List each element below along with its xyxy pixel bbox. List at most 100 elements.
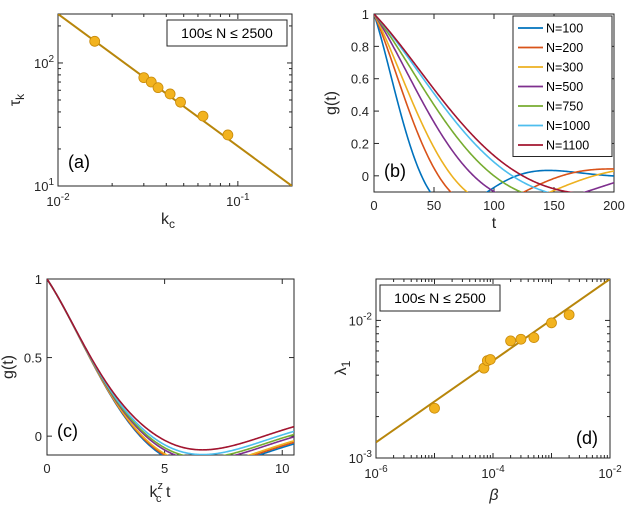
panel-d-xtick-label: 10-2: [598, 464, 622, 481]
panel-d-data-point: [484, 354, 496, 365]
panel-b-legend-label: N=300: [546, 61, 583, 75]
panel-b-xtick-label: 150: [543, 198, 565, 213]
panel-d-data: [376, 279, 610, 444]
panel-b-series-line: [374, 14, 614, 192]
panel-a-ytick-label: 101: [34, 177, 54, 194]
panel-a-xtick-label-base: 10: [46, 194, 60, 209]
panel-d-data-point: [563, 309, 575, 321]
panel-b-xtick-label: 200: [603, 198, 625, 213]
panel-c-xlabel-sup: z: [158, 480, 164, 492]
panel-b-label: (b): [384, 161, 406, 181]
panel-b-legend-label: N=750: [546, 100, 583, 114]
panel-a-xtick-label-exp: -1: [241, 192, 250, 203]
panel-b-xtick-label: 100: [483, 198, 505, 213]
panel-c-series-line: [47, 279, 294, 451]
panel-b-legend-label: N=100: [546, 22, 583, 36]
panel-a-data-point: [152, 82, 164, 94]
panel-a-data-point: [197, 110, 209, 122]
panel-a-data-point: [164, 88, 176, 100]
panel-b-legend-label: N=1000: [546, 119, 590, 133]
panel-a-ytick-label-base: 10: [34, 179, 48, 194]
panel-c-xtick-label: 5: [161, 461, 168, 476]
panel-b-ytick-label: 0.4: [351, 104, 369, 119]
panel-a-xlabel-sub: c: [169, 217, 175, 231]
panel-c-series-line: [47, 279, 294, 455]
panel-c: 0 5 10 0 0.5 1 (c) kz c t g(t): [0, 272, 295, 505]
panel-c-xlabel-tail: t: [162, 484, 171, 501]
panel-d-xtick-label: 10-4: [481, 464, 505, 481]
panel-c-ytick-label: 1: [35, 272, 42, 287]
panel-d-data-point: [528, 332, 540, 344]
panel-b-series-line: [374, 14, 575, 192]
panel-c-frame: [46, 278, 295, 456]
panel-b-legend-label: N=1100: [546, 139, 589, 153]
panel-c-data: [47, 279, 294, 455]
panel-a-xtick-label: 10-1: [226, 192, 250, 209]
panel-b-xtick-label: 0: [370, 198, 377, 213]
panel-c-ytick-label: 0: [35, 429, 42, 444]
panel-d-ytick-label-base: 10: [349, 313, 363, 328]
panel-d-ytick-label: 10-3: [349, 449, 373, 466]
panel-a-ylabel: τk: [7, 93, 27, 106]
panel-b: 0 50 100 150 200 0 0.2 0.4 0.6 0.8 1 N=100 N=200 N=3…: [323, 7, 625, 232]
panel-a-data-point: [222, 129, 234, 141]
panel-b-series-line: [374, 14, 524, 192]
panel-d: 10-6 10-4 10-210-310-2 100≤ N ≤ 2500 (d) β…: [333, 278, 622, 504]
panel-a-annotation: 100≤ N ≤ 2500: [181, 25, 273, 41]
panel-d-ylabel: λ1: [333, 360, 353, 375]
panel-b-ytick-label: 1: [362, 7, 369, 22]
panel-a-ylabel-sub: k: [13, 93, 27, 100]
panel-a-xlabel: kc: [161, 211, 175, 231]
panel-c-xtick-label: 0: [43, 461, 50, 476]
panel-b-ytick-label: 0: [362, 169, 369, 184]
panel-c-ticks: 0 5 10 0 0.5 1: [24, 272, 294, 476]
panel-b-legend-label: N=200: [546, 41, 583, 55]
panel-a-label: (a): [68, 152, 90, 172]
panel-a-data-point: [89, 35, 101, 47]
panel-b-series-line: [374, 14, 614, 192]
panel-d-xtick-label-base: 10: [598, 466, 612, 481]
panel-d-xtick-label: 10-6: [364, 464, 388, 481]
panel-a-annotation-box: [166, 19, 288, 47]
panel-b-ylabel: g(t): [323, 91, 340, 115]
panel-c-xlabel-main: k: [150, 484, 159, 501]
panel-d-xtick-label-exp: -4: [496, 464, 505, 475]
panel-a-xtick-label-exp: -2: [61, 192, 70, 203]
panel-d-label: (d): [576, 428, 598, 448]
panel-b-ticks: 0 50 100 150 200 0 0.2 0.4 0.6 0.8 1: [351, 7, 625, 213]
panel-a-ytick-label: 102: [34, 54, 54, 71]
panel-c-label: (c): [57, 421, 78, 441]
panel-d-xlabel: β: [488, 487, 498, 504]
panel-b-legend: N=100 N=200 N=300 N=500 N=750 N=1000 N=1100: [512, 15, 613, 157]
panel-c-series-line: [47, 279, 294, 455]
panel-a-data-point: [175, 96, 186, 108]
panel-d-ylabel-sub: 1: [339, 360, 353, 367]
panel-b-xlabel: t: [492, 215, 497, 232]
panel-a-ytick-label-base: 10: [34, 56, 48, 71]
panel-c-ylabel: g(t): [0, 355, 17, 379]
panel-d-xtick-label-exp: -2: [613, 464, 622, 475]
panel-c-ytick-label: 0.5: [24, 351, 42, 366]
panel-d-data-point: [505, 335, 517, 347]
panel-c-xlabel-sub: c: [156, 493, 162, 505]
panel-d-ytick-label-exp: -3: [363, 449, 372, 460]
panel-c-series-line: [47, 279, 294, 455]
panel-c-xlabel: kz c t: [150, 480, 171, 505]
panel-b-series-line: [374, 14, 550, 192]
panel-b-ytick-label: 0.2: [351, 136, 369, 151]
panel-c-series-line: [47, 279, 294, 455]
panel-d-xtick-label-exp: -6: [379, 464, 388, 475]
panel-a-ylabel-main: τ: [7, 99, 24, 106]
panel-c-xtick-label: 10: [275, 461, 289, 476]
panel-b-xtick-label: 50: [427, 198, 441, 213]
panel-d-data-point: [429, 402, 440, 414]
panel-d-annotation-box: [379, 284, 501, 312]
panel-d-data-point: [515, 333, 527, 345]
panel-c-series-line: [47, 279, 294, 455]
panel-b-ytick-label: 0.6: [351, 72, 369, 87]
panel-b-series-line: [374, 14, 614, 192]
panel-b-ytick-label: 0.8: [351, 39, 369, 54]
